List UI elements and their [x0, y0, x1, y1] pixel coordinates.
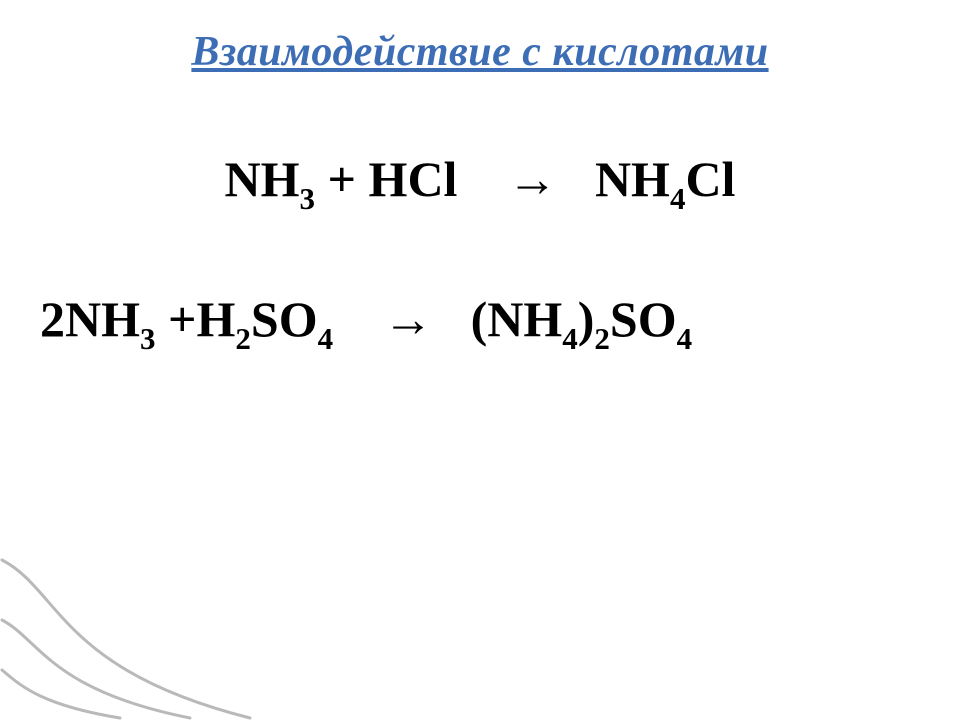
- arrow-icon: →: [507, 150, 557, 208]
- equation-1: NH3 + HCl → NH4Cl: [0, 150, 960, 215]
- eq2-product-open: (: [471, 291, 488, 347]
- eq2-reactant2-a: H: [197, 291, 236, 347]
- eq1-gap1: [457, 151, 507, 207]
- slide: Взаимодействие с кислотами NH3 + HCl → N…: [0, 0, 960, 720]
- eq2-product-a-sub: 4: [562, 321, 578, 356]
- arrow-icon: →: [383, 290, 433, 348]
- slide-title: Взаимодействие с кислотами: [0, 28, 960, 76]
- eq2-reactant1-sub: 3: [140, 321, 156, 356]
- eq2-reactant1-base: NH: [65, 291, 140, 347]
- eq1-product-a-sub: 4: [670, 181, 686, 216]
- eq1-reactant1-base: NH: [225, 151, 300, 207]
- eq2-product-b-sub: 4: [677, 321, 693, 356]
- eq2-product-close: ): [578, 291, 595, 347]
- eq2-reactant2-b: SO: [251, 291, 318, 347]
- eq2-product-close-sub: 2: [594, 321, 610, 356]
- eq1-reactant1-sub: 3: [300, 181, 316, 216]
- eq2-gap1: [333, 291, 383, 347]
- eq2-gap2: [433, 291, 471, 347]
- eq1-reactant2: HCl: [369, 151, 458, 207]
- eq2-plus: +: [156, 291, 197, 347]
- equation-2: 2NH3 +H2SO4 → (NH4)2SO4: [0, 290, 960, 355]
- eq1-plus: +: [315, 151, 369, 207]
- eq1-product-a: NH: [595, 151, 670, 207]
- eq2-product-a: NH: [487, 291, 562, 347]
- eq1-product-b: Cl: [685, 151, 735, 207]
- eq2-product-b: SO: [610, 291, 677, 347]
- eq2-reactant2-a-sub: 2: [235, 321, 251, 356]
- eq1-gap2: [557, 151, 595, 207]
- corner-decoration: [0, 550, 260, 720]
- eq2-reactant2-b-sub: 4: [318, 321, 334, 356]
- eq2-coef1: 2: [40, 291, 65, 347]
